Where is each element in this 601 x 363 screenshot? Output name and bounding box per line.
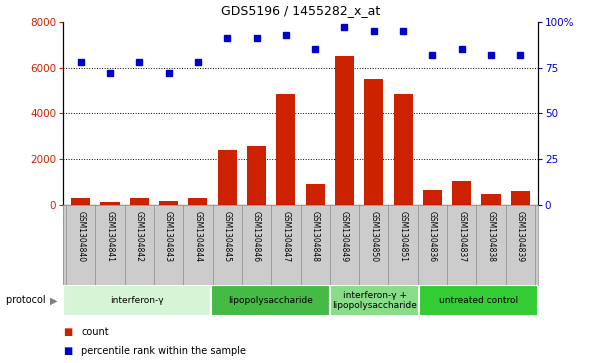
Text: GSM1304843: GSM1304843 — [164, 212, 173, 262]
Bar — [335, 56, 354, 205]
Text: protocol: protocol — [6, 295, 49, 305]
Text: GSM1304844: GSM1304844 — [194, 212, 203, 262]
Text: ■: ■ — [63, 346, 72, 356]
Bar — [130, 198, 149, 205]
Text: GSM1304841: GSM1304841 — [106, 212, 115, 262]
Text: lipopolysaccharide: lipopolysaccharide — [228, 296, 313, 305]
Text: GSM1304845: GSM1304845 — [223, 212, 232, 262]
Bar — [394, 94, 413, 205]
Text: percentile rank within the sample: percentile rank within the sample — [81, 346, 246, 356]
Text: GSM1304837: GSM1304837 — [457, 212, 466, 262]
Text: count: count — [81, 327, 109, 337]
Text: interferon-γ: interferon-γ — [111, 296, 164, 305]
Bar — [159, 201, 178, 205]
Bar — [423, 190, 442, 205]
Text: GSM1304849: GSM1304849 — [340, 212, 349, 262]
Bar — [306, 184, 325, 205]
Bar — [276, 94, 295, 205]
Text: GDS5196 / 1455282_x_at: GDS5196 / 1455282_x_at — [221, 4, 380, 17]
Text: untreated control: untreated control — [439, 296, 518, 305]
Text: GSM1304838: GSM1304838 — [486, 212, 495, 262]
Text: ▶: ▶ — [50, 295, 57, 305]
Bar — [218, 150, 237, 205]
Bar — [330, 285, 419, 316]
Bar — [63, 285, 212, 316]
Bar — [212, 285, 330, 316]
Bar — [419, 285, 538, 316]
Bar — [481, 193, 501, 205]
Bar — [452, 181, 471, 205]
Text: GSM1304851: GSM1304851 — [398, 212, 407, 262]
Text: interferon-γ +
lipopolysaccharide: interferon-γ + lipopolysaccharide — [332, 291, 417, 310]
Text: ■: ■ — [63, 327, 72, 337]
Text: GSM1304839: GSM1304839 — [516, 212, 525, 262]
Bar — [71, 198, 90, 205]
Text: GSM1304846: GSM1304846 — [252, 212, 261, 262]
Text: GSM1304842: GSM1304842 — [135, 212, 144, 262]
Bar — [511, 191, 530, 205]
Text: GSM1304847: GSM1304847 — [281, 212, 290, 262]
Bar — [247, 146, 266, 205]
Text: GSM1304836: GSM1304836 — [428, 212, 437, 262]
Text: GSM1304840: GSM1304840 — [76, 212, 85, 262]
Text: GSM1304850: GSM1304850 — [369, 212, 378, 262]
Bar — [100, 202, 120, 205]
Bar — [188, 197, 207, 205]
Bar — [364, 79, 383, 205]
Text: GSM1304848: GSM1304848 — [311, 212, 320, 262]
